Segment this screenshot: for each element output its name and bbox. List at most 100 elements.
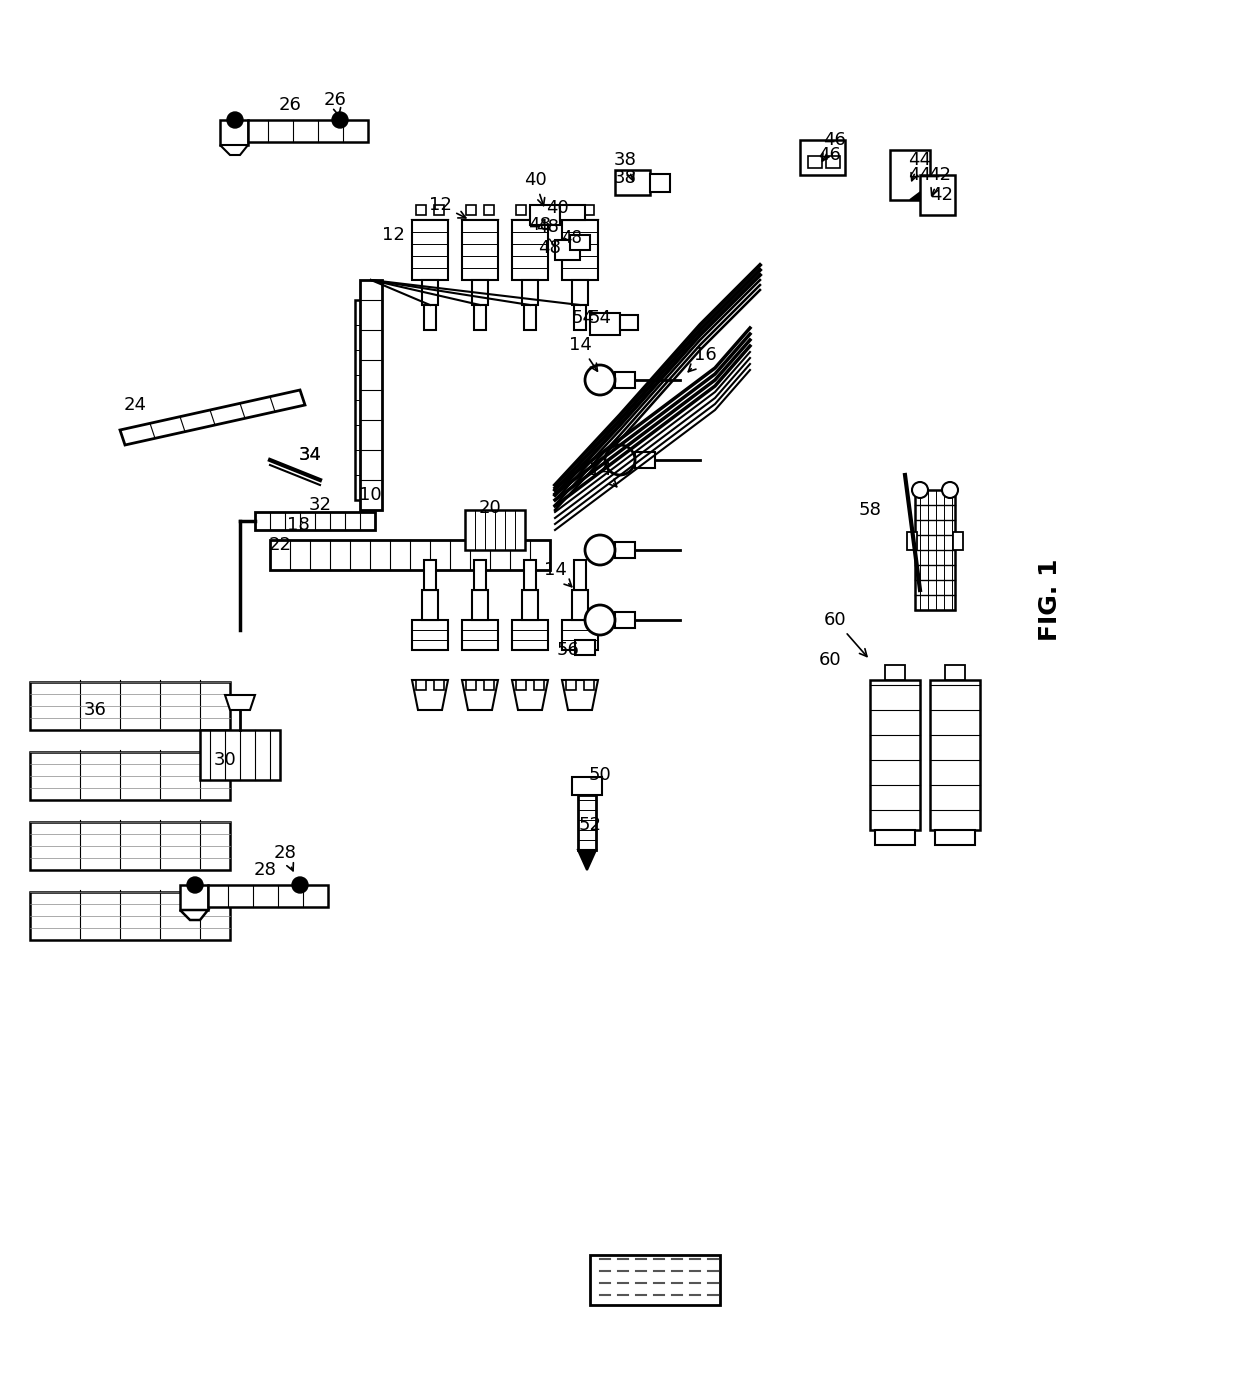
Bar [474, 305, 486, 330]
Bar [575, 639, 595, 655]
Polygon shape [512, 680, 548, 711]
Bar [463, 220, 498, 280]
Text: 14: 14 [543, 561, 572, 586]
Bar [590, 1255, 720, 1305]
Bar [30, 753, 229, 800]
Polygon shape [412, 220, 448, 250]
Polygon shape [578, 851, 596, 870]
Polygon shape [180, 909, 208, 921]
Text: 60: 60 [818, 651, 841, 669]
Bar [562, 220, 598, 280]
Bar [562, 620, 598, 651]
Bar [512, 220, 548, 280]
Bar [572, 280, 588, 305]
Bar [572, 776, 601, 795]
Bar [412, 220, 448, 280]
Bar [30, 823, 229, 870]
Text: 28: 28 [253, 860, 277, 879]
Bar [875, 830, 915, 845]
Polygon shape [219, 145, 248, 155]
Bar [466, 680, 476, 690]
Bar [463, 620, 498, 651]
Bar [534, 206, 544, 215]
Circle shape [585, 365, 615, 395]
Bar [556, 241, 580, 260]
Bar [522, 590, 538, 620]
Text: 50: 50 [589, 767, 611, 783]
Bar [615, 541, 635, 558]
Polygon shape [562, 680, 598, 711]
Polygon shape [224, 695, 255, 711]
Bar [360, 280, 382, 511]
Circle shape [585, 604, 615, 635]
Bar [424, 305, 436, 330]
Text: 14: 14 [589, 462, 616, 487]
Text: 48: 48 [538, 239, 562, 257]
Bar [516, 680, 526, 690]
Bar [620, 315, 639, 330]
Text: 56: 56 [557, 641, 579, 659]
Bar [522, 280, 538, 305]
Circle shape [911, 483, 928, 498]
Text: 58: 58 [858, 501, 882, 519]
Bar [270, 540, 551, 569]
Bar [915, 490, 955, 610]
Bar [434, 680, 444, 690]
Text: 46: 46 [818, 145, 842, 164]
Bar [800, 140, 844, 175]
Bar [635, 452, 655, 469]
Text: 42: 42 [929, 166, 951, 196]
Bar [565, 680, 577, 690]
Circle shape [942, 483, 959, 498]
Bar [584, 206, 594, 215]
Text: 34: 34 [299, 446, 321, 464]
Text: 26: 26 [324, 91, 346, 116]
Text: 52: 52 [579, 816, 601, 834]
Text: 40: 40 [523, 171, 547, 206]
Text: 54: 54 [572, 309, 594, 327]
Bar [434, 206, 444, 215]
Circle shape [291, 877, 308, 893]
Bar [30, 681, 229, 730]
Bar [615, 171, 650, 194]
Polygon shape [910, 185, 930, 200]
Text: 44: 44 [909, 166, 931, 185]
Circle shape [585, 534, 615, 565]
Bar [584, 680, 594, 690]
Circle shape [187, 877, 203, 893]
Text: 26: 26 [279, 97, 301, 113]
Text: 44: 44 [909, 151, 931, 180]
Bar [474, 560, 486, 590]
Bar [422, 590, 438, 620]
Bar [525, 305, 536, 330]
Bar [516, 206, 526, 215]
Circle shape [605, 445, 635, 476]
Bar [935, 830, 975, 845]
Text: 28: 28 [274, 844, 296, 870]
Bar [484, 206, 494, 215]
Bar [355, 299, 374, 499]
Bar [200, 730, 280, 781]
Bar [412, 620, 448, 651]
Text: 38: 38 [614, 169, 636, 187]
Polygon shape [562, 220, 598, 250]
Bar [590, 313, 620, 334]
Bar [560, 206, 585, 220]
Bar [574, 305, 587, 330]
Bar [890, 150, 930, 200]
Bar [208, 886, 329, 907]
Text: 16: 16 [688, 346, 717, 372]
Text: 48: 48 [528, 215, 556, 248]
Text: 40: 40 [546, 199, 568, 217]
Text: 22: 22 [269, 536, 291, 554]
Bar [180, 886, 208, 909]
Bar [906, 532, 918, 550]
Bar [615, 372, 635, 388]
Text: 10: 10 [358, 485, 382, 504]
Polygon shape [463, 220, 498, 250]
Bar [572, 590, 588, 620]
Bar [472, 280, 489, 305]
Text: FIG. 1: FIG. 1 [1038, 558, 1061, 641]
Text: 60: 60 [823, 611, 867, 656]
Bar [945, 665, 965, 680]
